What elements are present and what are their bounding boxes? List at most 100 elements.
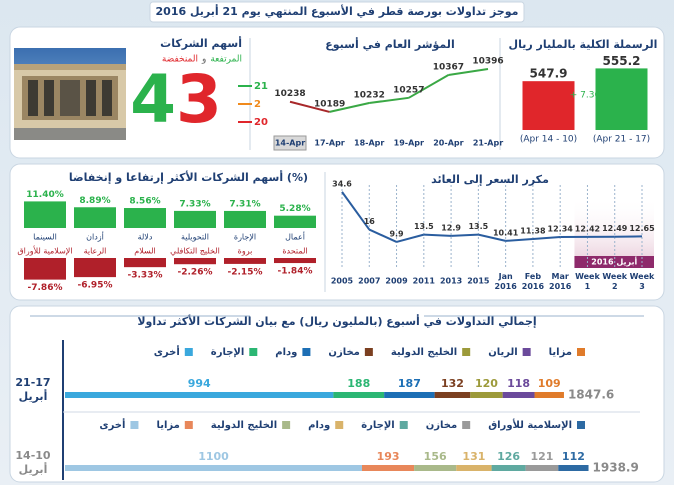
- legend-swatch: [522, 348, 531, 356]
- bar-segment: [558, 465, 589, 471]
- chart-title: أسهم الشركات: [160, 36, 242, 50]
- category-label: (Apr 21 - 17): [593, 135, 650, 145]
- legend-swatch: [184, 421, 193, 429]
- value-label: 12.9: [441, 223, 461, 232]
- bar: [274, 258, 316, 264]
- chart-title: أسهم الشركات الأكثر إرتفاعا و إنخفاضا (%…: [69, 170, 308, 184]
- text-line: أبريل: [19, 389, 48, 403]
- x-tick-label: 2007: [358, 277, 380, 286]
- building-photo: [14, 48, 126, 140]
- value-label: 188: [347, 377, 370, 390]
- value-label: 7.31%: [229, 199, 260, 209]
- value-label: 121: [530, 450, 553, 463]
- legend-swatch: [335, 421, 344, 429]
- value-label: 8.56%: [129, 197, 160, 207]
- legend-swatch: [364, 348, 373, 356]
- bar: [174, 210, 216, 228]
- value-label: 8.89%: [79, 196, 110, 206]
- bar-segment: [362, 465, 415, 471]
- category-label: 21-17 أبريل: [15, 376, 50, 403]
- legend-swatch: [577, 421, 585, 429]
- category-label: الخليج التكافلي: [170, 247, 220, 256]
- category-label: السلام: [134, 247, 156, 256]
- category-label: الإسلامية للأوراق: [17, 246, 72, 257]
- x-tick-label: Mar 2016: [549, 272, 572, 291]
- text-line: 2016: [495, 282, 518, 291]
- value-label: 12.49: [602, 224, 628, 233]
- value-label: 11.38: [520, 226, 546, 235]
- legend-swatch: [462, 421, 471, 429]
- value-label: 10232: [354, 90, 385, 100]
- text-line: Week: [602, 272, 627, 281]
- value-label: 109: [538, 377, 561, 390]
- highlight-box: [273, 135, 307, 151]
- bar-segment: [502, 392, 535, 398]
- value-label: 10396: [472, 56, 503, 66]
- text-line: 2: [612, 282, 618, 291]
- value-label: 5.28%: [279, 204, 310, 214]
- bar-segment: [456, 465, 492, 471]
- bar: [274, 215, 316, 228]
- count-value: 20: [254, 117, 268, 128]
- value-label: 10.41: [493, 228, 519, 237]
- bar: [24, 201, 66, 228]
- value-label: 118: [507, 377, 530, 390]
- panel-middle: [9, 163, 665, 301]
- x-tick-label: 2005: [331, 277, 354, 286]
- text-line: Week: [630, 272, 655, 281]
- value-label: 13.5: [468, 222, 488, 231]
- legend-label: أخرى: [99, 418, 125, 431]
- line-segment: [448, 67, 489, 76]
- legend-label: الإسلامية للأوراق: [488, 418, 572, 431]
- value-label: 10238: [274, 89, 305, 99]
- value-label: 10189: [314, 99, 345, 109]
- category-label: (Apr 14 - 10): [520, 135, 577, 145]
- x-tick-label: Week 2: [602, 272, 627, 291]
- line-segment: [505, 237, 533, 242]
- total-count: 43: [130, 61, 222, 138]
- value-label: 547.9: [530, 67, 568, 81]
- x-tick-label: 14-Apr: [275, 139, 305, 148]
- value-label: 555.2: [603, 54, 641, 68]
- legend-label: مخازن: [426, 420, 457, 431]
- bar: [74, 258, 116, 278]
- line-segment: [423, 233, 452, 237]
- x-tick-label: 20-Apr: [433, 139, 463, 148]
- value-label: 9.9: [389, 229, 404, 238]
- text-line: Week: [575, 272, 600, 281]
- legend-swatch: [249, 348, 258, 356]
- bar-segment: [491, 465, 526, 471]
- value-label: 132: [441, 377, 464, 390]
- legend-label: مخازن: [328, 347, 359, 358]
- category-label: بروة: [238, 247, 253, 256]
- chart-title: المؤشر العام في أسبوع: [325, 37, 454, 51]
- bar-segment: [534, 392, 564, 398]
- line-segment: [289, 100, 330, 113]
- chart-title: مكرر السعر إلى العائد: [431, 173, 549, 186]
- value-label: 193: [377, 450, 400, 463]
- x-tick-label: 2009: [385, 277, 408, 286]
- text-line: 1: [585, 282, 591, 291]
- value-label: 187: [398, 377, 421, 390]
- count-value: 2: [254, 99, 261, 110]
- subtitle: المنخفضة: [162, 55, 198, 65]
- value-label: 7.33%: [179, 199, 210, 209]
- x-tick-label: 19-Apr: [394, 139, 424, 148]
- value-label: 13.5: [414, 222, 434, 231]
- category-label: دلالة: [138, 233, 153, 242]
- category-label: أعمال: [285, 232, 305, 242]
- x-tick-label: Feb 2016: [522, 272, 545, 291]
- text-line: Jan: [498, 272, 513, 281]
- x-tick-label: 17-Apr: [314, 139, 344, 148]
- line-segment: [329, 102, 370, 113]
- legend-label: الإجارة: [361, 420, 395, 431]
- x-tick-label: 21-Apr: [473, 139, 503, 148]
- value-label: 34.6: [332, 179, 352, 188]
- value-label: 10367: [433, 62, 464, 72]
- bar-segment: [434, 392, 471, 398]
- legend-swatch: [302, 348, 311, 356]
- line-segment: [408, 74, 449, 99]
- total-label: 1938.9: [593, 461, 639, 475]
- bar-segment: [384, 392, 435, 398]
- legend-label: الخليج الدولية: [211, 420, 277, 431]
